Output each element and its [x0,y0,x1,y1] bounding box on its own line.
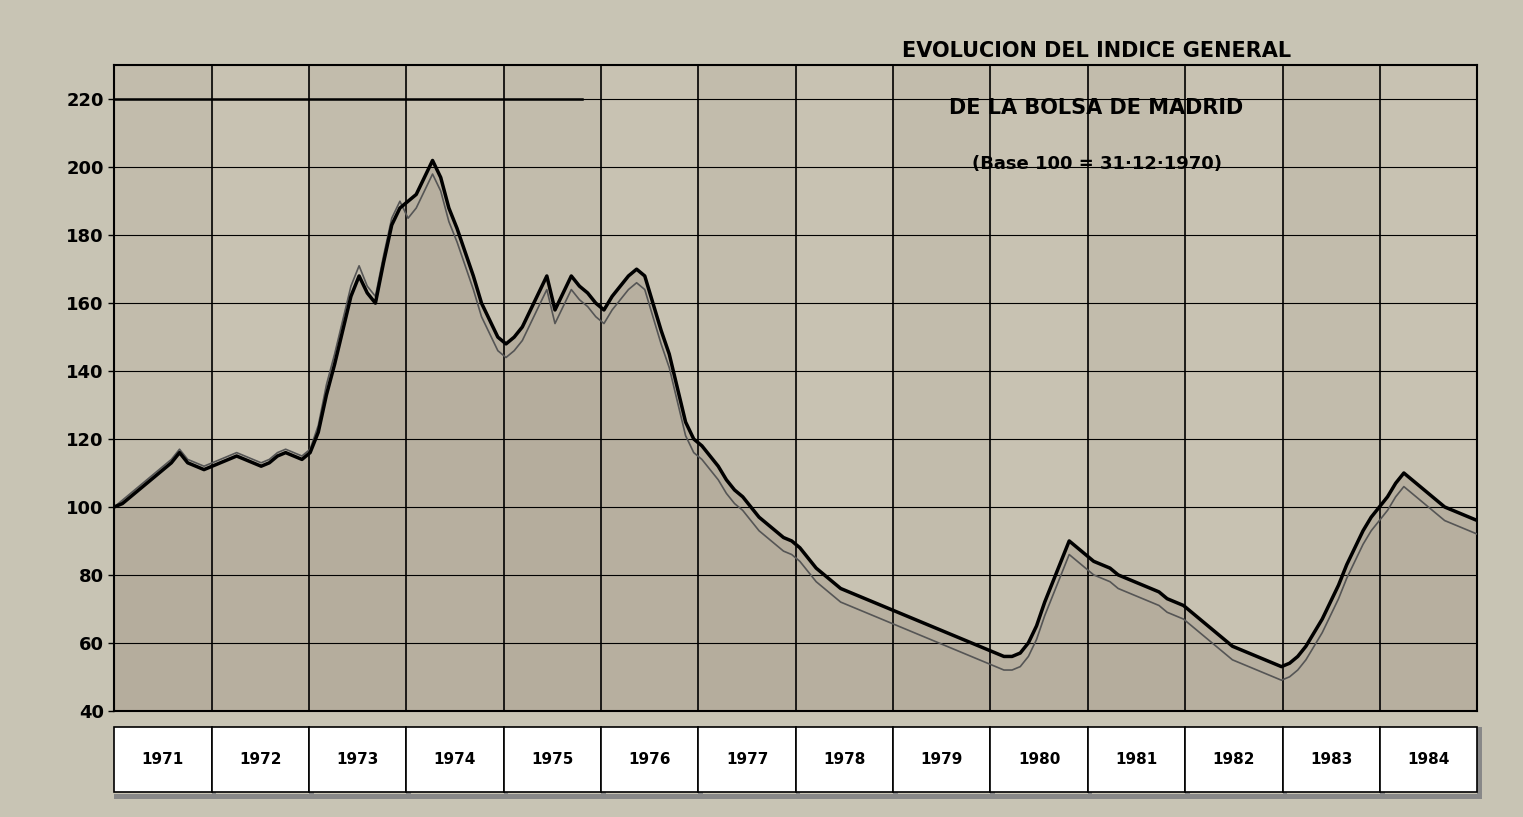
Bar [114,65,212,711]
Bar [407,65,504,711]
Text: 1974: 1974 [434,752,477,767]
Text: 1983: 1983 [1310,752,1352,767]
Bar [990,65,1087,711]
Bar [309,65,407,711]
Bar [504,65,602,711]
Text: 1979: 1979 [920,752,963,767]
Bar [795,65,892,711]
Text: 1984: 1984 [1407,752,1450,767]
Text: 1980: 1980 [1017,752,1060,767]
Text: 1973: 1973 [337,752,379,767]
Bar [1185,65,1282,711]
Text: 1981: 1981 [1115,752,1157,767]
Bar [892,65,990,711]
Text: EVOLUCION DEL INDICE GENERAL: EVOLUCION DEL INDICE GENERAL [902,41,1292,60]
Bar [1380,65,1477,711]
Text: 1978: 1978 [824,752,865,767]
Text: 1977: 1977 [726,752,768,767]
Text: 1971: 1971 [142,752,184,767]
Text: 1976: 1976 [629,752,672,767]
Bar [699,65,795,711]
Bar [212,65,309,711]
Text: DE LA BOLSA DE MADRID: DE LA BOLSA DE MADRID [949,98,1244,118]
Text: (Base 100 = 31·12·1970): (Base 100 = 31·12·1970) [972,155,1221,173]
Text: 1972: 1972 [239,752,282,767]
Bar [1087,65,1185,711]
Text: 1975: 1975 [532,752,574,767]
Bar [602,65,699,711]
Text: 1982: 1982 [1212,752,1255,767]
Bar [1282,65,1380,711]
